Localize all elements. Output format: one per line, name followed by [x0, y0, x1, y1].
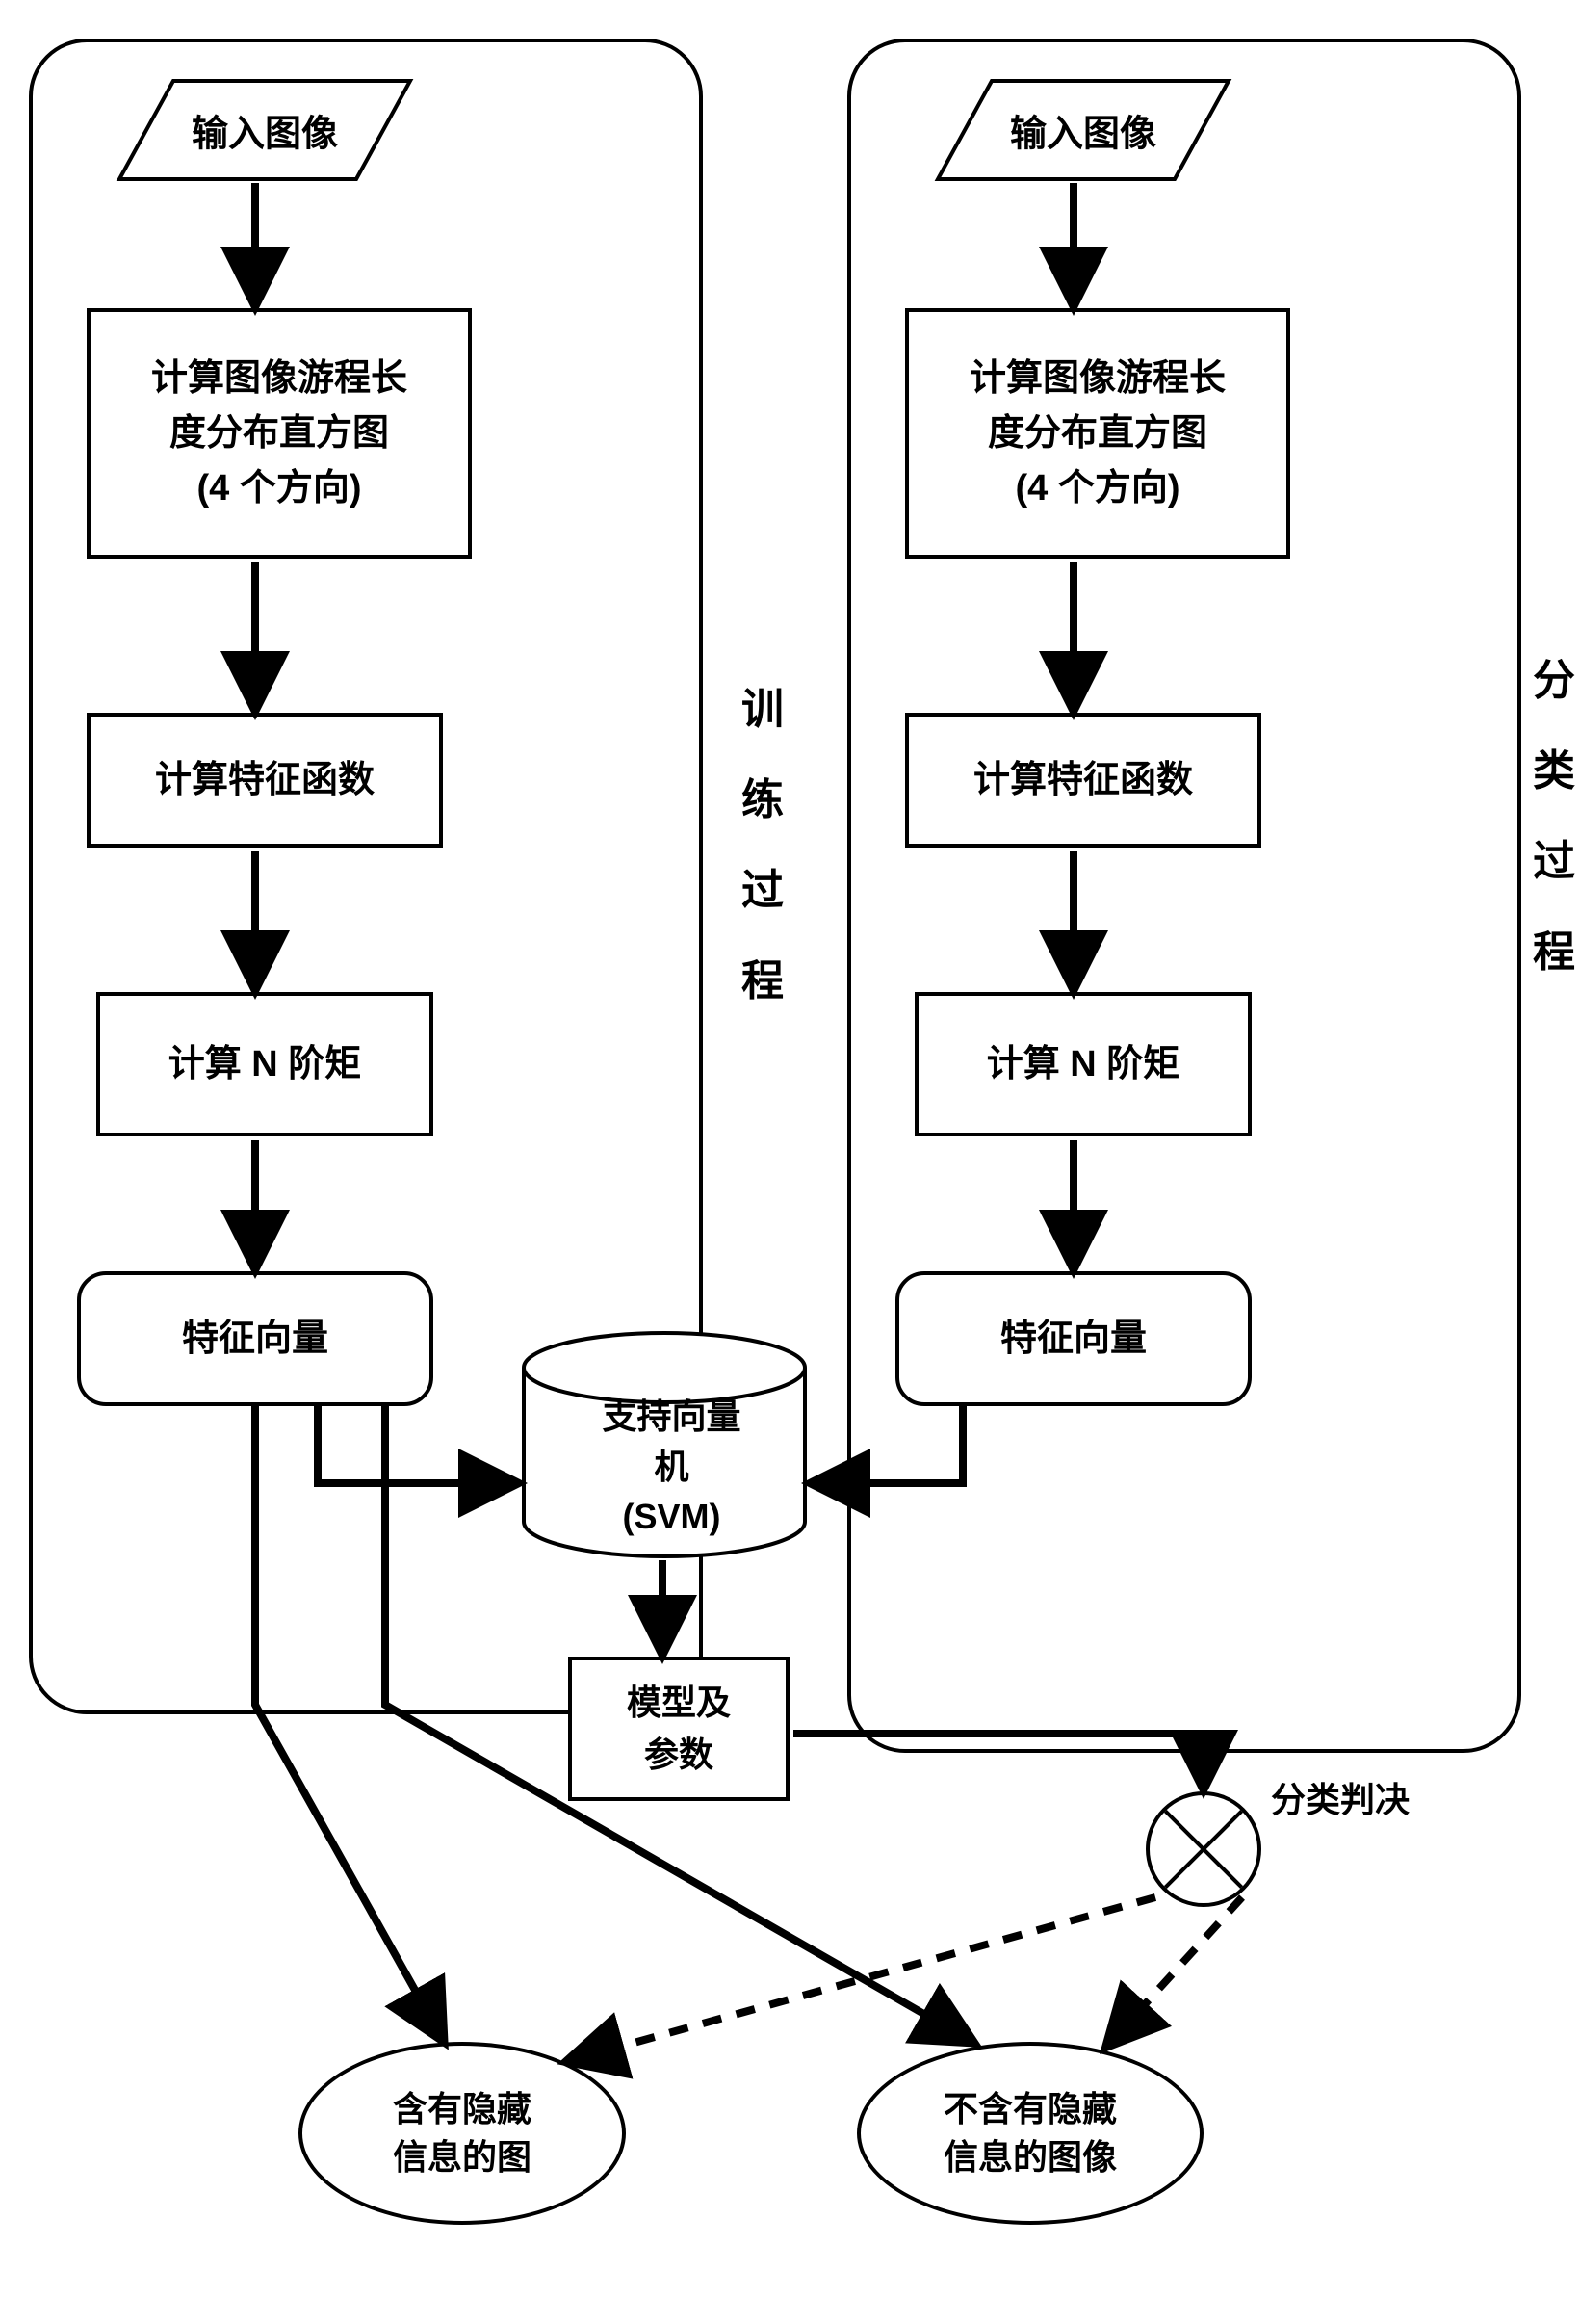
- vchar: 分: [1533, 645, 1575, 707]
- line: 模型及: [627, 1677, 731, 1729]
- svm-cylinder: 支持向量机 (SVM): [520, 1329, 809, 1560]
- input-image-right: 输入图像: [934, 77, 1232, 183]
- feature-vector-box-right: 特征向量: [895, 1271, 1252, 1406]
- decision-xnode: [1146, 1791, 1261, 1907]
- line: 度分布直方图: [169, 406, 389, 461]
- line: 度分布直方图: [988, 406, 1207, 461]
- input-image-left: 输入图像: [116, 77, 414, 183]
- output-with-hidden: 含有隐藏 信息的图: [298, 2042, 626, 2225]
- input-image-right-label: 输入图像: [1010, 104, 1156, 157]
- feature-vector-box-left: 特征向量: [77, 1271, 433, 1406]
- line: 参数: [644, 1729, 713, 1781]
- line: 信息的图: [393, 2133, 531, 2181]
- histogram-box-left: 计算图像游程长 度分布直方图 (4 个方向): [87, 308, 472, 559]
- classify-panel: [847, 39, 1521, 1753]
- line: 计算 N 阶矩: [987, 1037, 1180, 1092]
- line: (4 个方向): [196, 461, 361, 516]
- line: 计算 N 阶矩: [168, 1037, 362, 1092]
- histogram-box-right: 计算图像游程长 度分布直方图 (4 个方向): [905, 308, 1290, 559]
- feature-func-box-left: 计算特征函数: [87, 713, 443, 848]
- decision-label: 分类判决: [1271, 1772, 1410, 1822]
- vchar: 过: [741, 855, 784, 917]
- line: 含有隐藏: [393, 2085, 531, 2133]
- line: (SVM): [600, 1493, 744, 1543]
- feature-func-box-right: 计算特征函数: [905, 713, 1261, 848]
- n-moment-box-left: 计算 N 阶矩: [96, 992, 433, 1136]
- line: 特征向量: [182, 1312, 328, 1367]
- n-moment-box-right: 计算 N 阶矩: [915, 992, 1252, 1136]
- line: 计算图像游程长: [970, 352, 1226, 406]
- vchar: 程: [1533, 917, 1575, 979]
- classify-panel-label: 分 类 过 程: [1533, 645, 1575, 979]
- input-image-left-label: 输入图像: [192, 104, 338, 157]
- vchar: 训: [741, 674, 784, 736]
- model-params-box: 模型及 参数: [568, 1657, 790, 1801]
- vchar: 练: [741, 765, 784, 826]
- line: 信息的图像: [944, 2133, 1117, 2181]
- vchar: 程: [741, 946, 784, 1007]
- line: 计算图像游程长: [151, 352, 407, 406]
- line: 计算特征函数: [973, 753, 1193, 808]
- training-panel-label: 训 练 过 程: [741, 674, 784, 1007]
- line: (4 个方向): [1015, 461, 1179, 516]
- line: 支持向量机: [600, 1392, 744, 1492]
- vchar: 过: [1533, 826, 1575, 888]
- line: 计算特征函数: [155, 753, 375, 808]
- line: 特征向量: [1000, 1312, 1147, 1367]
- output-without-hidden: 不含有隐藏 信息的图像: [857, 2042, 1204, 2225]
- line: 不含有隐藏: [944, 2085, 1117, 2133]
- vchar: 类: [1533, 736, 1575, 797]
